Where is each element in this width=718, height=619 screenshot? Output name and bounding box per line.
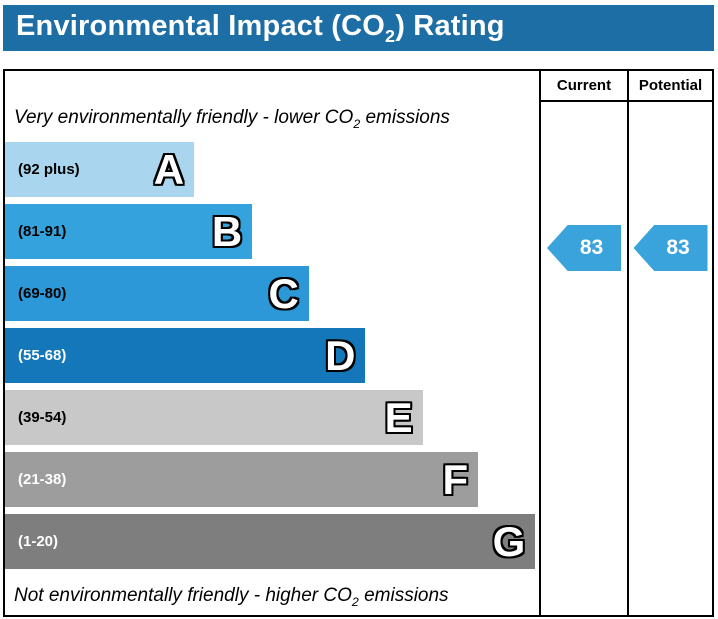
band-bar-b: (81-91) B	[5, 204, 253, 259]
band-bar-a: (92 plus) A	[5, 142, 195, 197]
band-row-f: (21-38) F	[5, 452, 539, 514]
band-row-g: (1-20) G	[5, 514, 539, 576]
band-row-e: (39-54) E	[5, 390, 539, 452]
band-letter: D	[325, 331, 356, 379]
top-note-text: Very environmentally friendly - lower CO…	[14, 107, 450, 131]
band-letter: F	[442, 455, 469, 503]
band-range-label: (39-54)	[18, 409, 67, 426]
bottom-note-text: Not environmentally friendly - higher CO…	[14, 584, 449, 609]
current-rating-arrow: 83	[547, 225, 621, 271]
rating-table: Very environmentally friendly - lower CO…	[3, 69, 714, 617]
band-letter: C	[268, 269, 299, 317]
potential-rating-value: 83	[666, 236, 690, 259]
band-row-c: (69-80) C	[5, 266, 539, 328]
bands-column: Very environmentally friendly - lower CO…	[5, 71, 541, 615]
band-bar-c: (69-80) C	[5, 266, 309, 321]
potential-arrow-area: 83	[629, 102, 712, 615]
title-suffix: ) Rating	[395, 9, 505, 42]
band-row-a: (92 plus) A	[5, 142, 539, 204]
band-range-label: (81-91)	[18, 223, 67, 240]
band-range-label: (92 plus)	[18, 161, 80, 178]
band-row-b: (81-91) B	[5, 204, 539, 266]
band-bar-e: (39-54) E	[5, 390, 423, 445]
current-header: Current	[541, 71, 627, 102]
band-bar-g: (1-20) G	[5, 514, 536, 569]
title-subscript: 2	[384, 25, 396, 46]
bands: (92 plus) A (81-91) B (69-80) C	[5, 142, 539, 578]
band-letter: B	[211, 207, 243, 255]
band-letter: A	[153, 145, 185, 193]
potential-header: Potential	[629, 71, 712, 102]
potential-rating-arrow: 83	[633, 225, 708, 271]
current-arrow-slot: 83	[541, 225, 627, 271]
page-title: Environmental Impact (CO2) Rating	[16, 10, 505, 47]
potential-arrow-slot: 83	[629, 225, 712, 271]
current-arrow-area: 83	[541, 102, 627, 615]
band-range-label: (21-38)	[18, 471, 67, 488]
band-range-label: (55-68)	[18, 347, 67, 364]
potential-column: Potential 83	[629, 71, 712, 615]
top-note: Very environmentally friendly - lower CO…	[5, 71, 539, 142]
chart-title-bar: Environmental Impact (CO2) Rating	[3, 5, 714, 51]
band-range-label: (69-80)	[18, 285, 67, 302]
current-rating-value: 83	[579, 236, 604, 259]
bottom-note: Not environmentally friendly - higher CO…	[5, 578, 539, 615]
band-bar-d: (55-68) D	[5, 328, 366, 383]
current-column: Current 83	[541, 71, 629, 615]
band-letter: E	[384, 393, 413, 441]
band-row-d: (55-68) D	[5, 328, 539, 390]
band-bar-f: (21-38) F	[5, 452, 479, 507]
band-range-label: (1-20)	[18, 533, 59, 550]
title-text: Environmental Impact (CO	[16, 9, 385, 42]
band-letter: G	[492, 517, 526, 565]
